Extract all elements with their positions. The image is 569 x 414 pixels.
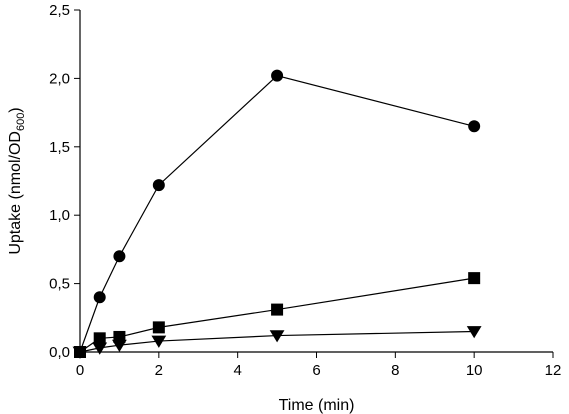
data-point-square xyxy=(152,321,165,334)
y-tick-label: 0,0 xyxy=(49,344,70,361)
series-layer xyxy=(72,69,482,359)
x-tick-label: 10 xyxy=(466,362,483,379)
series-triangle-down xyxy=(72,326,482,359)
y-tick-label: 2,0 xyxy=(49,70,70,87)
y-tick-label: 0,5 xyxy=(49,276,70,293)
y-axis-title: Uptake (nmol/OD600) xyxy=(7,107,27,254)
data-point-triangle-down xyxy=(112,339,127,352)
x-tick-label: 0 xyxy=(76,362,84,379)
axes xyxy=(79,10,553,353)
x-axis-title: Time (min) xyxy=(279,397,355,414)
data-point-square xyxy=(93,332,106,345)
x-tick-label: 8 xyxy=(391,362,399,379)
data-point-circle xyxy=(152,179,165,192)
data-point-square xyxy=(468,272,481,285)
data-point-square xyxy=(271,303,284,316)
y-axis-title-main: Uptake (nmol/OD xyxy=(7,131,24,255)
y-axis-title-subscript: 600 xyxy=(15,113,27,131)
series-line-circle xyxy=(79,75,475,353)
x-tick-label: 12 xyxy=(545,362,562,379)
x-tick-label: 2 xyxy=(155,362,163,379)
x-tick-label: 6 xyxy=(312,362,320,379)
y-tick-label: 2,5 xyxy=(49,2,70,19)
series-square xyxy=(74,272,481,358)
data-point-triangle-down xyxy=(269,330,285,343)
data-point-triangle-down xyxy=(92,342,108,355)
data-point-circle xyxy=(271,69,284,82)
y-tick-label: 1,5 xyxy=(49,139,70,156)
data-point-triangle-down xyxy=(466,326,482,339)
ticks: 0 2 4 6 8 10 12 0,0 0,5 1,0 1,5 2,0 2,5 xyxy=(49,2,561,379)
data-point-triangle-down xyxy=(151,335,167,348)
data-point-triangle-down xyxy=(72,346,88,359)
data-point-circle xyxy=(93,291,106,304)
y-tick-label: 1,0 xyxy=(49,207,70,224)
y-axis-title-close: ) xyxy=(7,107,24,112)
data-point-circle xyxy=(468,120,481,133)
data-point-circle xyxy=(113,250,126,263)
x-tick-label: 4 xyxy=(233,362,241,379)
